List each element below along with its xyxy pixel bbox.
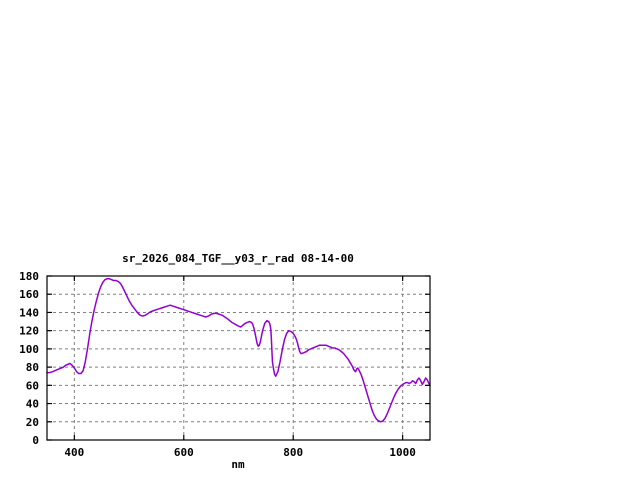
y-axis-ticks: 0 20 40 60 80 100 120 140 160 180 xyxy=(19,270,430,447)
y-tick-label: 60 xyxy=(26,379,39,392)
page-title: sr_2026_084_TGF__y03_r_rad 08-14-00 xyxy=(122,252,354,265)
x-tick-label: 800 xyxy=(283,446,303,459)
grid-lines xyxy=(47,276,430,440)
data-line-0 xyxy=(46,277,431,423)
x-tick-label: 1000 xyxy=(389,446,416,459)
y-tick-label: 0 xyxy=(32,434,39,447)
y-tick-label: 160 xyxy=(19,288,39,301)
y-tick-label: 20 xyxy=(26,416,39,429)
y-tick-label: 120 xyxy=(19,325,39,338)
y-tick-label: 140 xyxy=(19,306,39,319)
y-tick-label: 40 xyxy=(26,398,39,411)
plot-frame xyxy=(46,275,431,441)
x-axis-ticks: 400 600 800 1000 xyxy=(64,276,416,459)
y-tick-label: 80 xyxy=(26,361,39,374)
x-tick-label: 600 xyxy=(174,446,194,459)
y-tick-label: 180 xyxy=(19,270,39,283)
data-series-layer xyxy=(46,277,431,423)
y-tick-label: 100 xyxy=(19,343,39,356)
x-axis-title: nm xyxy=(231,458,245,471)
x-tick-label: 400 xyxy=(64,446,84,459)
